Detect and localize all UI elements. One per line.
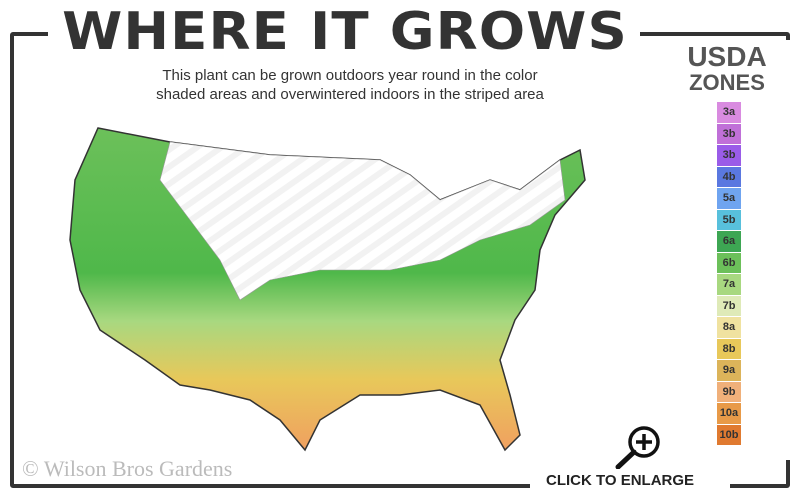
zone-swatch-3b: 3b: [717, 145, 741, 167]
zone-swatch-10b: 10b: [717, 424, 741, 446]
legend-title-line-2: ZONES: [689, 70, 765, 95]
zone-swatch-7a: 7a: [717, 274, 741, 296]
legend-title-line-1: USDA: [687, 41, 767, 72]
zone-swatch-6a: 6a: [717, 231, 741, 253]
title-backdrop: [48, 20, 640, 50]
zone-swatch-7b: 7b: [717, 295, 741, 317]
subtitle-line-1: This plant can be grown outdoors year ro…: [162, 67, 538, 84]
zone-swatch-5a: 5a: [717, 188, 741, 210]
legend-title: USDA ZONES: [672, 41, 782, 96]
subtitle-line-2: shaded areas and overwintered indoors in…: [156, 86, 544, 103]
zone-swatch-9a: 9a: [717, 360, 741, 382]
zone-swatch-6b: 6b: [717, 252, 741, 274]
zone-swatch-9b: 9b: [717, 381, 741, 403]
zone-swatch-5b: 5b: [717, 209, 741, 231]
page-title: WHERE IT GROWS: [62, 2, 628, 62]
click-to-enlarge-button[interactable]: CLICK TO ENLARGE: [546, 472, 695, 489]
zone-swatch-10a: 10a: [717, 403, 741, 425]
zone-swatch-8a: 8a: [717, 317, 741, 339]
zone-swatch-3b: 3b: [717, 123, 741, 145]
striped-overwinter-area: [159, 141, 566, 301]
magnifier-plus-icon[interactable]: [606, 424, 666, 469]
zone-swatch-3a: 3a: [717, 102, 741, 124]
copyright-watermark: © Wilson Bros Gardens: [22, 456, 233, 481]
zone-swatch-8b: 8b: [717, 338, 741, 360]
enlarge-backdrop: [530, 470, 730, 500]
usda-zone-map[interactable]: [60, 120, 590, 460]
zone-swatch-4b: 4b: [717, 166, 741, 188]
zone-legend: 3a 3b 3b 4b 5a 5b 6a 6b 7a 7b 8a 8b 9a 9b 10a 10b: [717, 102, 741, 446]
subtitle: This plant can be grown outdoors year ro…: [80, 66, 620, 104]
